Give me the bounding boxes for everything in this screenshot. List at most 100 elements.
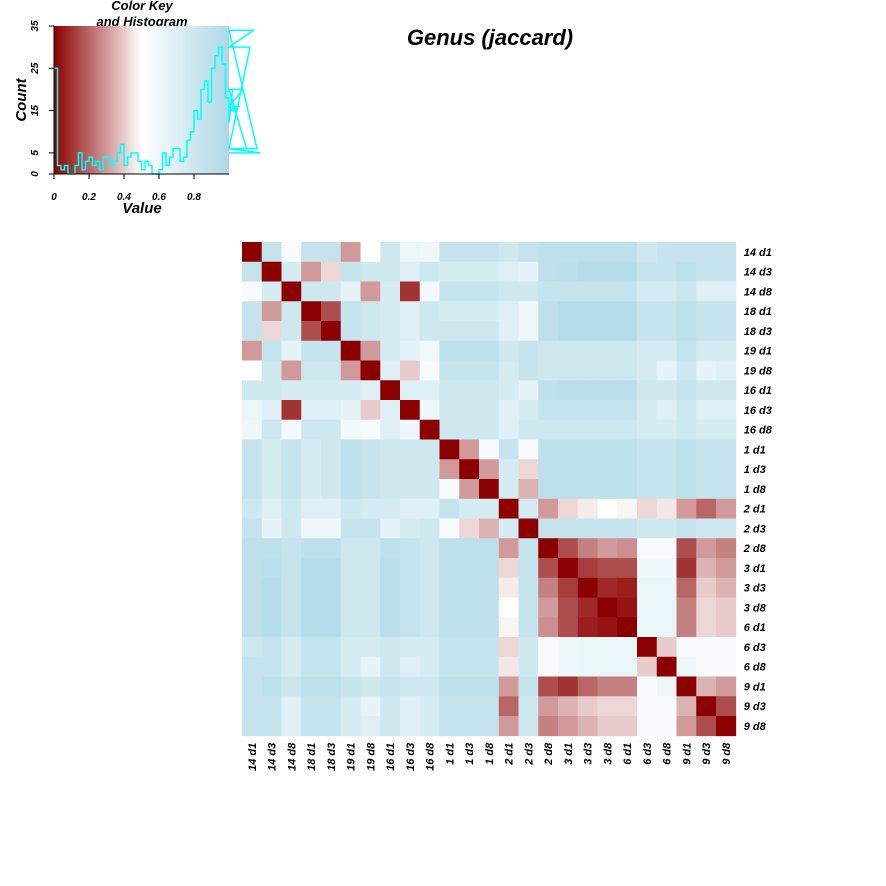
heatmap-column-label: 6 d3 bbox=[642, 743, 654, 765]
heatmap-cell bbox=[419, 242, 440, 263]
heatmap-cell bbox=[637, 558, 658, 579]
heatmap-cell bbox=[301, 538, 322, 559]
heatmap-cell bbox=[479, 321, 500, 342]
heatmap-cell bbox=[301, 261, 322, 282]
heatmap-cell bbox=[597, 617, 618, 638]
heatmap-cell bbox=[281, 637, 302, 658]
heatmap-cell bbox=[419, 637, 440, 658]
heatmap-cell bbox=[360, 558, 381, 579]
heatmap-cell bbox=[380, 380, 401, 401]
heatmap-cell bbox=[558, 400, 579, 421]
heatmap-cell bbox=[558, 459, 579, 480]
heatmap-cell bbox=[281, 261, 302, 282]
heatmap-column-label: 18 d3 bbox=[326, 743, 338, 771]
heatmap-cell bbox=[321, 676, 342, 697]
heatmap-cell bbox=[656, 242, 677, 263]
x-tick-label: 0.6 bbox=[152, 192, 166, 203]
heatmap-cell bbox=[597, 261, 618, 282]
heatmap-cell bbox=[696, 321, 717, 342]
heatmap-cell bbox=[242, 558, 263, 579]
heatmap-cell bbox=[459, 676, 480, 697]
heatmap-row-label: 1 d3 bbox=[744, 464, 766, 476]
heatmap-cell bbox=[518, 301, 539, 322]
heatmap-cell bbox=[281, 360, 302, 381]
heatmap-cell bbox=[538, 558, 559, 579]
heatmap-cell bbox=[242, 360, 263, 381]
heatmap-cell bbox=[439, 419, 460, 440]
heatmap-row-label: 14 d8 bbox=[744, 286, 773, 298]
heatmap-cell bbox=[676, 656, 697, 677]
heatmap-cell bbox=[419, 597, 440, 618]
heatmap-cell bbox=[696, 360, 717, 381]
heatmap-column-label: 2 d8 bbox=[543, 742, 555, 766]
heatmap-cell bbox=[696, 459, 717, 480]
heatmap-row-label: 16 d3 bbox=[744, 405, 772, 417]
heatmap-cell bbox=[419, 656, 440, 677]
heatmap-cell bbox=[597, 459, 618, 480]
heatmap-cell bbox=[281, 479, 302, 500]
heatmap-cell bbox=[301, 419, 322, 440]
color-key-x-ticks: 0 0.2 0.4 0.6 0.8 bbox=[51, 174, 201, 203]
heatmap-cell bbox=[360, 696, 381, 717]
heatmap-cell bbox=[518, 656, 539, 677]
heatmap-cell bbox=[301, 577, 322, 598]
heatmap-cell bbox=[360, 656, 381, 677]
heatmap-cell bbox=[242, 321, 263, 342]
heatmap-cell bbox=[459, 696, 480, 717]
heatmap-cell bbox=[479, 459, 500, 480]
heatmap-column-label: 19 d1 bbox=[346, 743, 358, 771]
heatmap-cell bbox=[281, 577, 302, 598]
heatmap-cell bbox=[439, 518, 460, 539]
heatmap-cell bbox=[617, 538, 638, 559]
heatmap-cell bbox=[558, 656, 579, 677]
heatmap-cell bbox=[676, 518, 697, 539]
heatmap-cell bbox=[419, 538, 440, 559]
heatmap-cell bbox=[439, 558, 460, 579]
heatmap-column-label: 16 d3 bbox=[405, 743, 417, 771]
y-tick-label: 15 bbox=[30, 105, 41, 117]
heatmap-cell bbox=[676, 498, 697, 519]
x-tick-label: 0 bbox=[51, 192, 57, 203]
heatmap-cell bbox=[637, 439, 658, 460]
heatmap-cell bbox=[656, 637, 677, 658]
heatmap-cell bbox=[656, 498, 677, 519]
heatmap-cell bbox=[518, 380, 539, 401]
heatmap-cell bbox=[340, 696, 361, 717]
heatmap-cell bbox=[696, 400, 717, 421]
heatmap-cell bbox=[637, 676, 658, 697]
heatmap-cell bbox=[656, 380, 677, 401]
heatmap-cell bbox=[538, 656, 559, 677]
heatmap-cell bbox=[419, 301, 440, 322]
heatmap-cell bbox=[518, 261, 539, 282]
heatmap-cell bbox=[419, 577, 440, 598]
heatmap-cell bbox=[281, 656, 302, 677]
heatmap-cell bbox=[479, 261, 500, 282]
heatmap-cell bbox=[617, 301, 638, 322]
heatmap-cell bbox=[538, 360, 559, 381]
heatmap-cell bbox=[360, 617, 381, 638]
heatmap-cell bbox=[656, 479, 677, 500]
heatmap-cell bbox=[716, 637, 737, 658]
heatmap-cell bbox=[380, 360, 401, 381]
heatmap-cell bbox=[518, 637, 539, 658]
heatmap-cell bbox=[439, 498, 460, 519]
heatmap-cell bbox=[321, 617, 342, 638]
heatmap-cell bbox=[380, 656, 401, 677]
heatmap-cell bbox=[716, 380, 737, 401]
heatmap-cell bbox=[577, 242, 598, 263]
heatmap-cell bbox=[479, 716, 500, 737]
heatmap-cell bbox=[281, 459, 302, 480]
heatmap-cell bbox=[439, 261, 460, 282]
heatmap-cell bbox=[518, 518, 539, 539]
heatmap-cell bbox=[597, 498, 618, 519]
heatmap-cell bbox=[380, 518, 401, 539]
color-key-y-ticks: 0 5 15 25 35 bbox=[30, 20, 54, 177]
heatmap-cell bbox=[459, 518, 480, 539]
heatmap-cell bbox=[261, 459, 282, 480]
heatmap-cell bbox=[479, 498, 500, 519]
heatmap-cell bbox=[716, 538, 737, 559]
heatmap-cell bbox=[696, 340, 717, 361]
heatmap-cell bbox=[360, 479, 381, 500]
heatmap-cell bbox=[558, 380, 579, 401]
heatmap-cell bbox=[419, 360, 440, 381]
